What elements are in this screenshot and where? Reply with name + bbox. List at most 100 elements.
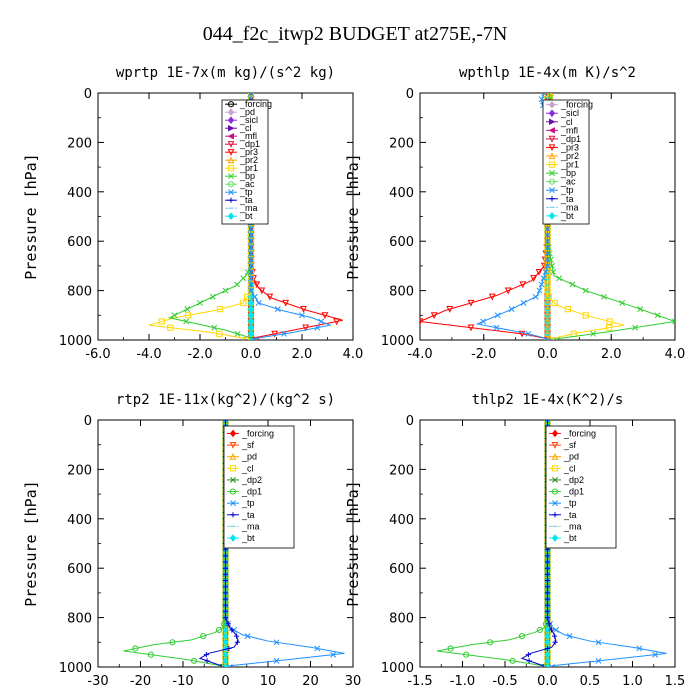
- legend-marker: [227, 108, 235, 117]
- legend-label: _bp: [239, 171, 255, 181]
- legend-label: _forcing: [241, 428, 274, 438]
- point-tp: [542, 269, 549, 276]
- y-tick-label: 200: [389, 463, 414, 478]
- point-bp: [554, 337, 561, 340]
- legend-label: _pr1: [239, 163, 258, 173]
- point-bp: [183, 318, 190, 325]
- legend-marker: [227, 101, 235, 108]
- series-line-tp: [475, 93, 548, 340]
- point-ta: [222, 615, 229, 621]
- x-tick-label: -1.0: [450, 674, 475, 689]
- point-tp: [494, 312, 501, 319]
- x-tick-label: -20: [130, 674, 151, 689]
- point-tp: [222, 420, 229, 423]
- legend-marker: [227, 212, 235, 221]
- y-axis-label: Pressure [hPa]: [22, 480, 40, 606]
- point-bp: [590, 330, 597, 337]
- point-tp: [544, 238, 551, 245]
- point-bp: [632, 324, 639, 331]
- x-tick-label: 4.0: [665, 347, 686, 362]
- point-ta: [222, 590, 229, 596]
- point-ta: [222, 571, 229, 577]
- point-ta: [234, 639, 240, 645]
- point-ta: [218, 664, 224, 667]
- point-ta: [544, 608, 551, 615]
- point-tp: [595, 639, 602, 646]
- point-pr1: [582, 312, 589, 319]
- point-pr3: [535, 268, 543, 276]
- x-tick-label: -6.0: [85, 347, 110, 362]
- point-tp: [250, 337, 257, 340]
- point-ta: [546, 621, 552, 627]
- legend-label: _dp1: [560, 134, 581, 144]
- point-pr3: [467, 324, 475, 332]
- point-ta: [233, 633, 240, 639]
- point-pr3: [321, 312, 329, 320]
- point-tp: [532, 293, 539, 300]
- point-ta: [226, 645, 232, 652]
- point-bp: [209, 293, 216, 300]
- point-ta: [222, 608, 229, 615]
- point-bp: [672, 318, 675, 325]
- x-tick-label: 0: [221, 674, 229, 689]
- legend-marker: [551, 441, 559, 449]
- point-ta: [544, 615, 551, 621]
- x-tick-label: -4.0: [407, 347, 432, 362]
- y-tick-label: 400: [67, 513, 92, 528]
- legend-marker: [229, 452, 237, 460]
- point-tp: [544, 250, 551, 257]
- legend-marker: [227, 116, 235, 125]
- legend-marker: [228, 173, 234, 180]
- legend-marker: [548, 144, 556, 152]
- point-ta: [222, 577, 229, 584]
- legend-label: _pr3: [560, 142, 579, 152]
- legend-label: _pr3: [239, 147, 258, 157]
- point-pr3: [302, 324, 310, 332]
- point-dp1: [487, 639, 494, 646]
- series-line-pr3: [420, 93, 548, 340]
- point-tp: [314, 645, 321, 652]
- point-pr3: [540, 262, 548, 270]
- point-pr1: [544, 281, 551, 288]
- legend-label: _pr2: [239, 155, 258, 165]
- point-bp: [197, 299, 203, 306]
- x-tick-label: -2.0: [187, 347, 212, 362]
- point-bp: [654, 312, 661, 319]
- legend-marker: [549, 118, 556, 126]
- legend-label: _bp: [560, 168, 576, 178]
- legend-label: _ac: [560, 177, 576, 187]
- panel-title: thlp2 1E-4x(K^2)/s: [472, 392, 624, 408]
- x-tick-label: 0.5: [580, 674, 601, 689]
- point-pr1: [242, 336, 250, 340]
- legend-marker: [229, 429, 237, 438]
- y-tick-label: 800: [389, 285, 414, 300]
- legend-box: [221, 99, 269, 225]
- point-tp: [314, 324, 321, 331]
- point-dp1: [216, 626, 223, 634]
- point-pr1: [240, 299, 247, 307]
- legend-box: [223, 425, 295, 549]
- legend-label: _cl: [239, 123, 252, 133]
- x-tick-label: -1.5: [407, 674, 432, 689]
- point-pr3: [519, 281, 527, 289]
- legend-label: _mfl: [560, 125, 578, 135]
- x-tick-label: 2.0: [601, 347, 622, 362]
- y-tick-label: 200: [67, 136, 92, 151]
- x-tick-label: -30: [87, 674, 108, 689]
- point-tp: [244, 633, 251, 640]
- legend-marker: [229, 488, 237, 495]
- legend-label: _pd: [241, 452, 257, 462]
- point-ta: [544, 596, 551, 602]
- legend-label: _ma: [560, 202, 579, 212]
- point-pr3: [282, 299, 290, 307]
- point-pr1: [216, 330, 223, 337]
- point-ta: [552, 633, 558, 639]
- point-tp: [248, 238, 254, 245]
- point-pr1: [544, 275, 551, 282]
- y-axis-label: Pressure [hPa]: [344, 480, 362, 606]
- point-tp: [544, 337, 551, 340]
- legend: _forcing_sicl_cl_mfl_dp1_pr3_pr2_pr1_bp_…: [542, 99, 593, 225]
- legend-marker: [229, 441, 237, 449]
- legend-marker: [227, 124, 235, 132]
- legend-label: _ac: [239, 179, 255, 189]
